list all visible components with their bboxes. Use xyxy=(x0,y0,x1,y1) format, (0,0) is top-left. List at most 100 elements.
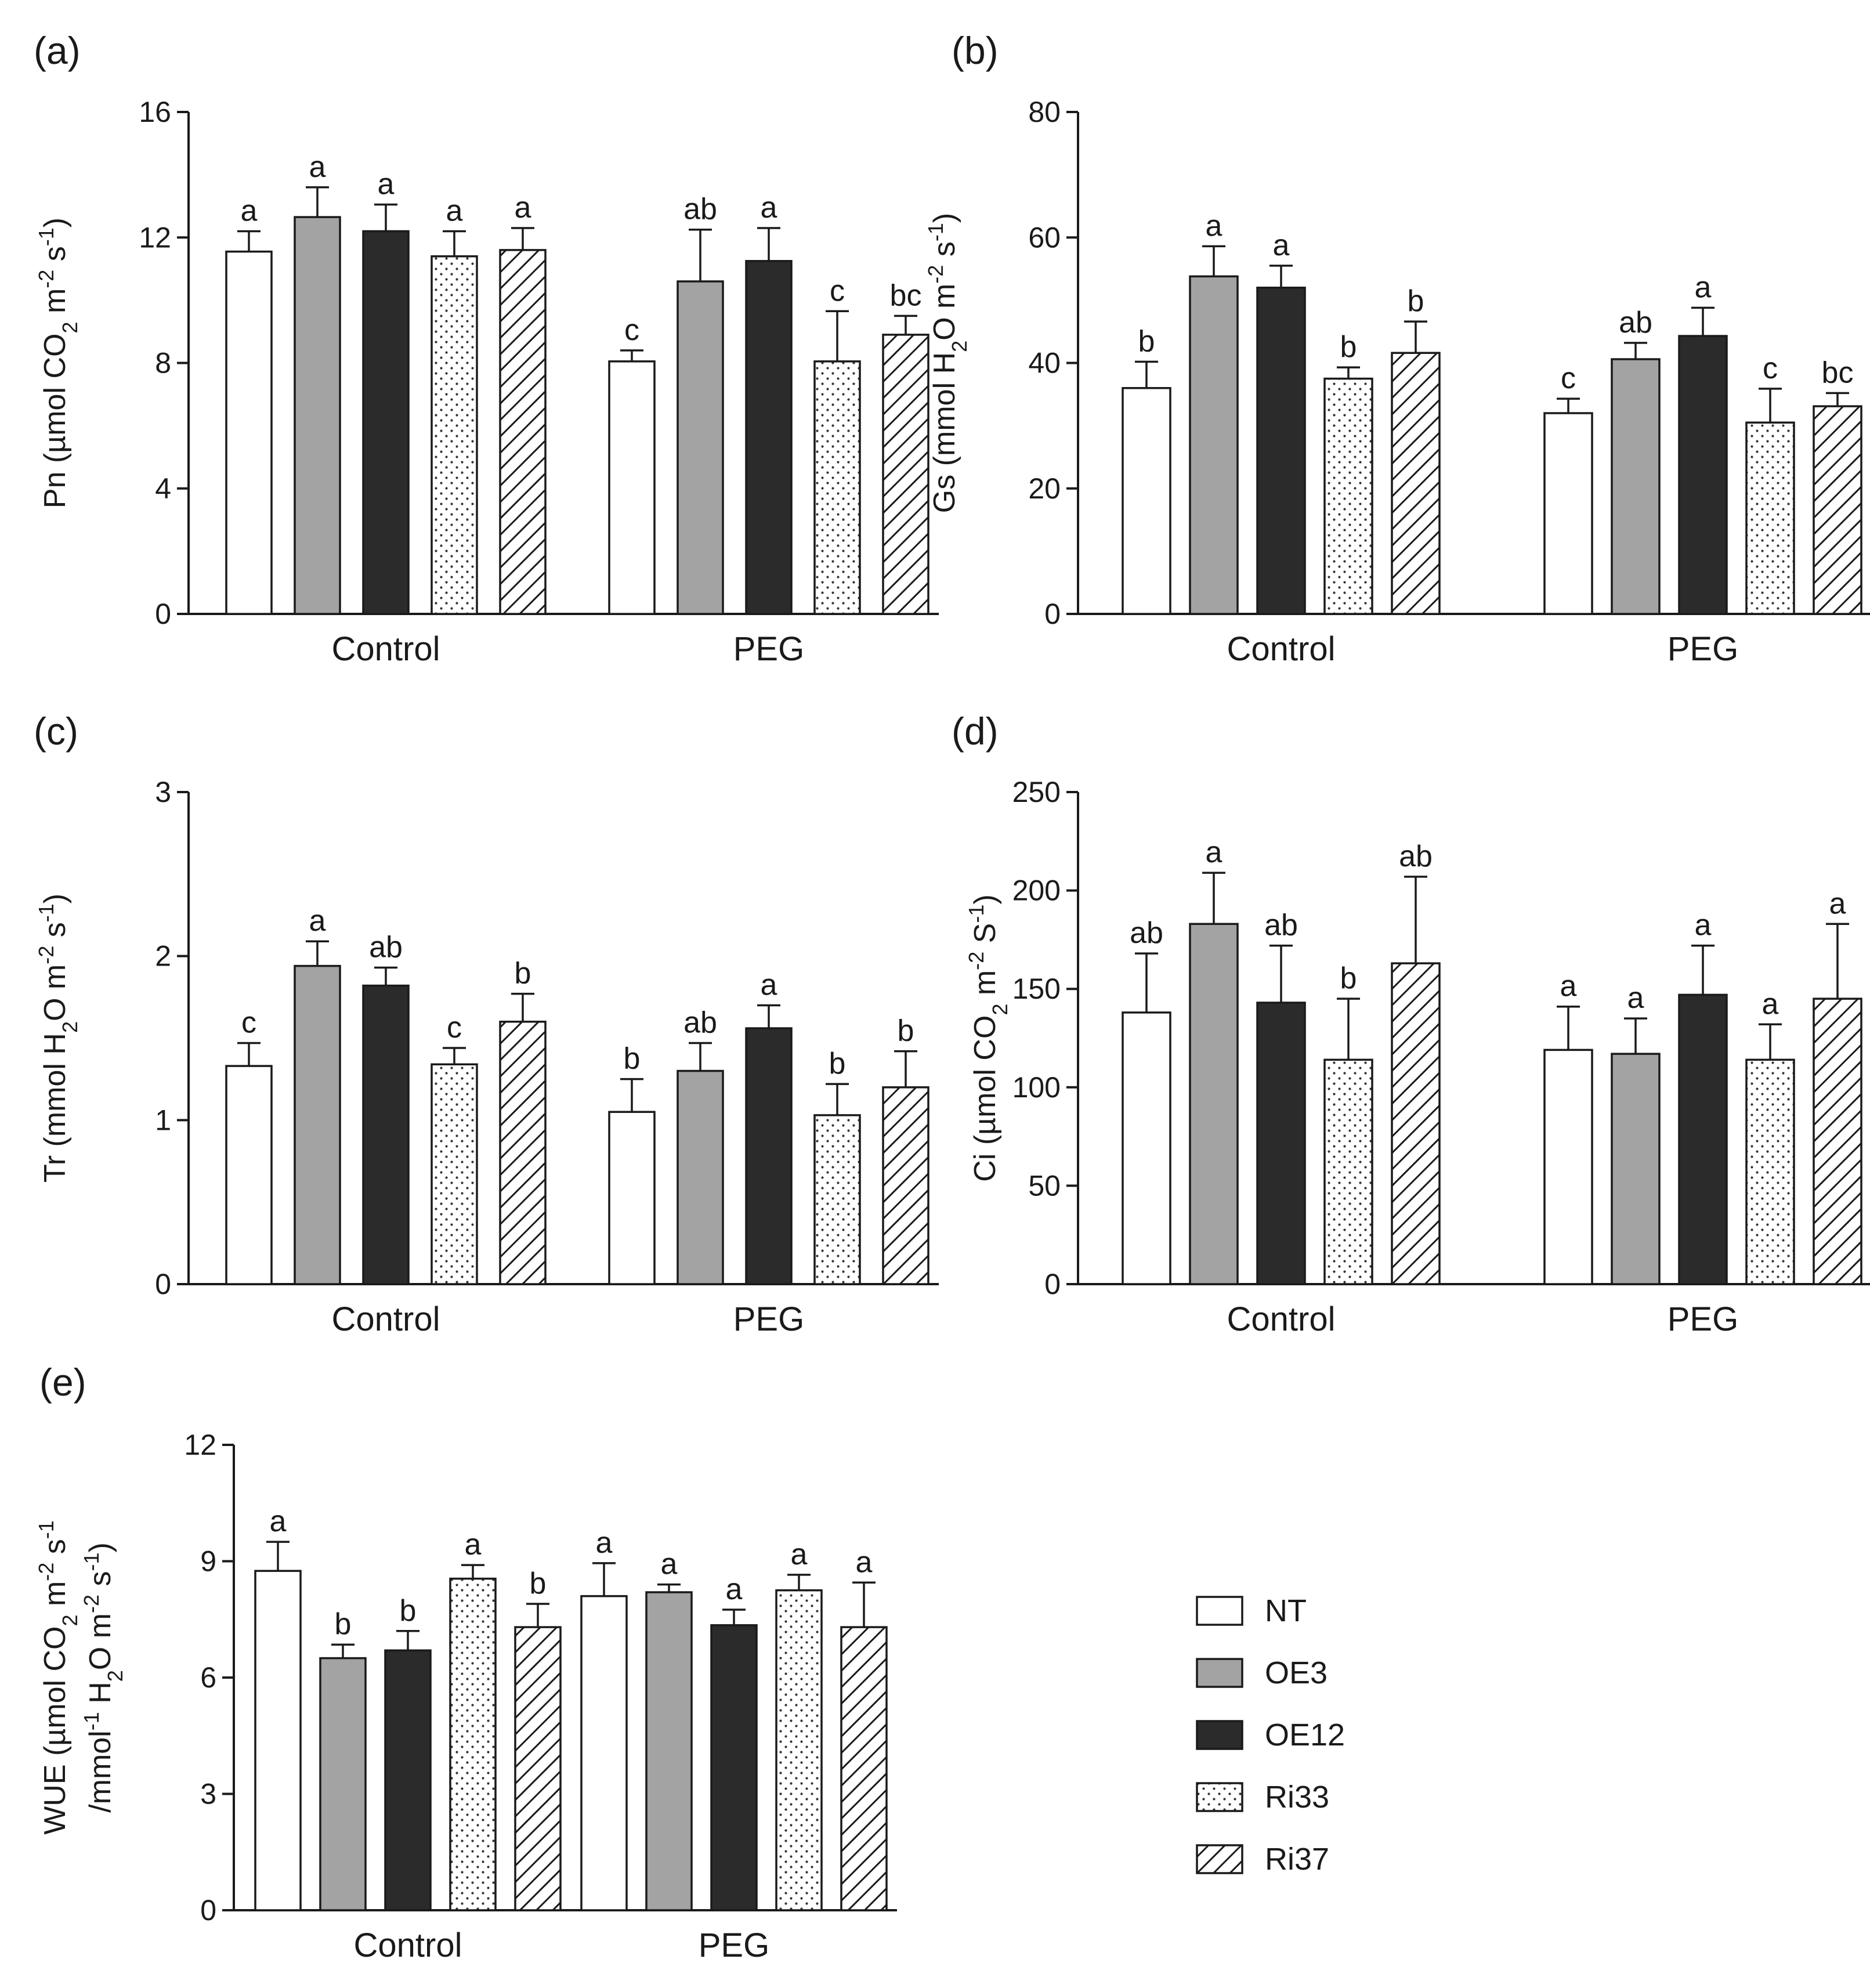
significance-letter: a xyxy=(1206,836,1222,869)
bar-oe3 xyxy=(1611,358,1661,615)
bar-nt xyxy=(608,360,656,615)
legend-item-oe3: OE3 xyxy=(1196,1656,1328,1690)
significance-letter: b xyxy=(829,1047,846,1080)
significance-letter: b xyxy=(335,1607,352,1641)
bar-ri37 xyxy=(882,334,929,615)
significance-letter: a xyxy=(726,1573,743,1606)
category-group-control: c a ab c b Control xyxy=(225,904,547,1338)
significance-letter: a xyxy=(241,194,258,227)
bar-oe12 xyxy=(710,1624,758,1911)
category-label: PEG xyxy=(733,630,805,668)
significance-letter: a xyxy=(1206,209,1222,243)
y-tick-label: 80 xyxy=(1028,96,1061,128)
y-tick-label: 9 xyxy=(200,1545,216,1578)
legend-swatch xyxy=(1196,1596,1243,1626)
y-tick-label: 3 xyxy=(200,1778,216,1810)
bar-oe12 xyxy=(745,1027,793,1285)
significance-letter: b xyxy=(1340,962,1357,995)
significance-letter: a xyxy=(1695,270,1712,304)
bar-ri37 xyxy=(514,1626,562,1911)
significance-letter: bc xyxy=(890,279,922,312)
significance-letter: ab xyxy=(1264,909,1298,942)
bar-nt xyxy=(225,1065,273,1285)
y-tick-label: 60 xyxy=(1028,221,1061,254)
category-label: PEG xyxy=(1668,1300,1739,1338)
bar-ri37 xyxy=(499,249,547,615)
significance-letter: ab xyxy=(369,930,403,964)
y-tick-label: 1 xyxy=(155,1104,171,1136)
y-tick-label: 0 xyxy=(200,1894,216,1926)
significance-letter: a xyxy=(1273,229,1290,262)
bar-ri37 xyxy=(1391,962,1441,1285)
bar-ri33 xyxy=(1323,1058,1373,1285)
bar-oe12 xyxy=(1256,287,1306,615)
significance-letter: a xyxy=(309,904,326,938)
y-axis-label: Ci (µmol CO2 m-2 S-1) xyxy=(964,894,1012,1181)
chart-panel-3: (d) 0 50 100 150 200 250 ab a ab b ab Control a a a a a PE… xyxy=(952,710,1870,1338)
y-tick-label: 12 xyxy=(184,1429,216,1461)
legend-swatch xyxy=(1196,1844,1243,1874)
bar-oe12 xyxy=(362,230,410,615)
bar-oe12 xyxy=(745,260,793,615)
bar-nt xyxy=(580,1595,628,1911)
bar-nt xyxy=(1122,1011,1171,1285)
significance-letter: a xyxy=(1829,887,1846,920)
significance-letter: b xyxy=(898,1014,914,1048)
legend: NT OE3 OE12 Ri33 Ri37 xyxy=(1196,1593,1345,1877)
significance-letter: a xyxy=(1627,981,1644,1015)
significance-letter: a xyxy=(791,1538,808,1571)
significance-letter: b xyxy=(1408,284,1424,318)
bar-ri33 xyxy=(775,1589,823,1911)
category-label: Control xyxy=(332,1300,440,1338)
y-tick-label: 0 xyxy=(155,598,171,630)
bar-ri33 xyxy=(1745,1058,1795,1285)
y-tick-label: 6 xyxy=(200,1661,216,1694)
category-label: PEG xyxy=(733,1300,805,1338)
y-tick-label: 16 xyxy=(139,96,171,128)
category-group-peg: c ab a c bc PEG xyxy=(1543,270,1862,668)
y-tick-label: 4 xyxy=(155,472,171,505)
bar-ri33 xyxy=(431,1063,478,1285)
y-tick-label: 3 xyxy=(155,776,171,808)
y-axis-label: Tr (mmol H2O m-2 s-1) xyxy=(34,894,82,1183)
legend-label: NT xyxy=(1265,1593,1307,1628)
significance-letter: b xyxy=(1138,324,1155,358)
y-tick-label: 0 xyxy=(1044,1268,1061,1300)
legend-item-nt: NT xyxy=(1196,1593,1307,1628)
significance-letter: c xyxy=(830,274,845,308)
significance-letter: c xyxy=(624,313,639,347)
bar-oe12 xyxy=(1678,993,1728,1285)
legend-swatch xyxy=(1196,1658,1243,1688)
y-tick-label: 2 xyxy=(155,940,171,973)
bar-oe12 xyxy=(384,1649,432,1911)
legend-label: Ri37 xyxy=(1265,1842,1329,1877)
panel-label: (a) xyxy=(34,29,81,72)
category-group-control: a a a a a Control xyxy=(225,150,547,668)
significance-letter: ab xyxy=(683,1006,717,1039)
significance-letter: ab xyxy=(1130,916,1163,950)
significance-letter: a xyxy=(465,1528,482,1562)
chart-panel-0: (a) 0 4 8 12 16 a a a a a Control c ab a c bc PEG Pn (µmol… xyxy=(34,29,939,668)
bar-oe12 xyxy=(362,984,410,1285)
y-tick-label: 0 xyxy=(1044,598,1061,630)
legend-item-oe12: OE12 xyxy=(1196,1718,1345,1752)
significance-letter: a xyxy=(761,968,777,1002)
bar-ri37 xyxy=(882,1086,929,1285)
bar-oe12 xyxy=(1678,335,1728,615)
category-group-peg: a a a a a PEG xyxy=(1543,887,1862,1338)
significance-letter: a xyxy=(378,167,395,201)
bar-ri37 xyxy=(499,1020,547,1285)
bar-oe12 xyxy=(1256,1002,1306,1285)
y-axis-label: Pn (µmol CO2 m-2 s-1) xyxy=(34,218,82,508)
significance-letter: a xyxy=(515,191,531,225)
significance-letter: bc xyxy=(1822,356,1854,389)
bar-oe3 xyxy=(1189,923,1239,1285)
significance-letter: a xyxy=(309,150,326,184)
significance-letter: c xyxy=(1763,352,1778,385)
bar-ri37 xyxy=(1813,997,1862,1285)
bar-nt xyxy=(608,1111,656,1285)
significance-letter: b xyxy=(515,957,531,991)
y-tick-label: 8 xyxy=(155,347,171,379)
